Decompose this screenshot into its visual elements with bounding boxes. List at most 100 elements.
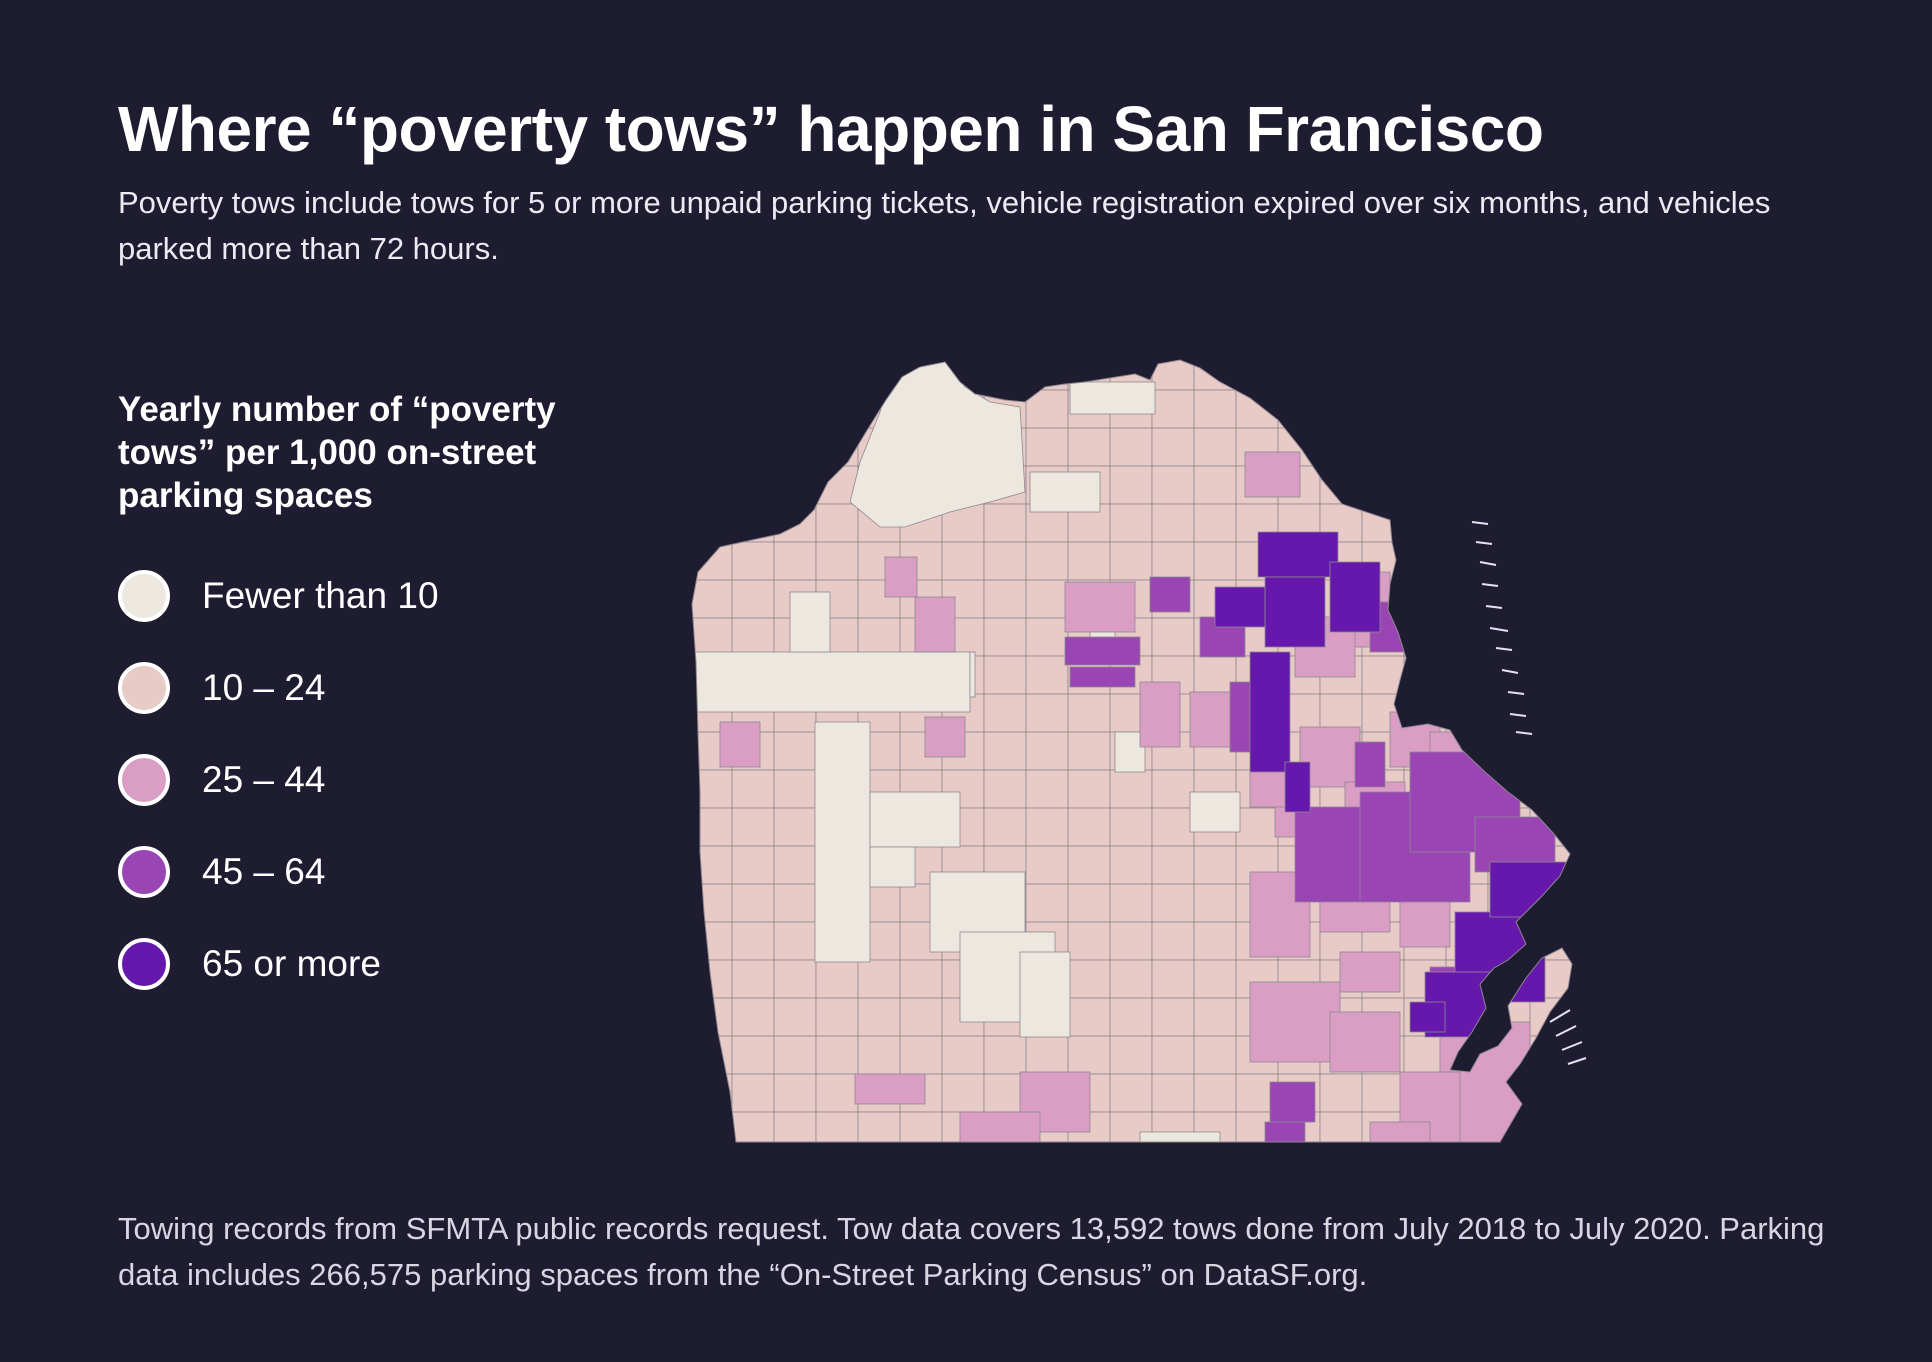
census-tract [1277,360,1321,391]
census-tract [857,1111,901,1142]
census-tract [1319,1073,1363,1113]
census-tract [1529,1035,1572,1075]
census-tract [1067,427,1111,467]
census-tract [1403,541,1447,581]
census-tract [692,651,971,713]
census-tract [773,427,817,467]
city-outline [691,359,1573,1143]
census-tract [1571,1035,1572,1075]
census-tract [984,1150,1026,1162]
census-tract [1487,731,1531,771]
census-tract [1354,741,1386,788]
legend-label: 45 – 64 [202,851,326,892]
legend-item-10-24: 10 – 24 [118,642,439,734]
census-tract [1151,1073,1195,1113]
pier [1475,541,1493,545]
census-tract [1529,503,1572,543]
census-tract [773,845,817,885]
pier [1471,521,1489,525]
legend: Fewer than 10 10 – 24 25 – 44 45 – 64 65… [118,550,439,1010]
census-tract [773,731,817,771]
census-tract [857,360,901,391]
census-tract [1572,1150,1614,1162]
census-tract [719,721,761,768]
census-tract [1403,579,1447,619]
census-tract [1152,1150,1194,1162]
census-tract [1361,1073,1405,1113]
census-tract [858,1150,900,1162]
census-tract [1149,576,1191,613]
census-tract [1571,427,1572,467]
census-tract [1151,1035,1195,1075]
census-tract [899,997,943,1037]
census-tract [692,503,733,543]
census-tract [731,807,775,847]
census-tract [1109,465,1153,505]
census-tract [774,1150,816,1162]
census-tract [1109,959,1153,999]
census-tract [1571,731,1572,771]
pier [1549,1009,1571,1023]
census-tract [773,1111,817,1142]
census-tract [1109,845,1153,885]
census-tract [899,1111,943,1142]
census-tract [1445,389,1489,429]
census-tract [732,1150,774,1162]
census-tract [869,791,961,848]
census-tract [1025,769,1069,809]
census-tract [1571,769,1572,809]
census-tract [815,1111,859,1142]
census-tract [1214,586,1266,628]
census-tract [1571,1111,1572,1142]
census-tract [815,1035,859,1075]
census-tract [941,1035,985,1075]
census-tract [983,617,1027,657]
census-tract [1151,769,1195,809]
census-tract [1403,427,1447,467]
legend-item-45-64: 45 – 64 [118,826,439,918]
census-tract [731,360,775,391]
census-tract [969,651,976,698]
census-tract [1571,997,1572,1037]
legend-swatch [118,662,170,714]
census-tract [1571,845,1572,885]
census-tract [773,465,817,505]
pier [1501,669,1519,674]
census-tract [1530,1150,1572,1162]
census-tract [1151,997,1195,1037]
census-tract [983,769,1027,809]
census-tract [1403,389,1447,429]
census-tract [773,769,817,809]
census-tract [1445,360,1489,391]
census-tract [1319,389,1363,429]
census-tract [1067,921,1111,961]
census-tract [1193,360,1237,391]
census-tract [1109,997,1153,1037]
census-tract [815,1073,859,1113]
census-tract [1193,465,1237,505]
census-tract [1151,617,1195,657]
census-tract [1068,1150,1110,1162]
census-tract [983,655,1027,695]
census-tract [1025,427,1069,467]
census-tract [924,716,966,758]
census-tract [692,807,733,847]
census-tract [1403,617,1447,657]
census-tract [1489,861,1571,918]
census-tract [690,1150,732,1162]
census-tract [1571,579,1572,619]
census-tract [1151,427,1195,467]
pier [1479,561,1497,566]
census-tract [1445,579,1489,619]
pier [1567,1057,1587,1065]
census-tract [1445,427,1489,467]
pier [1481,583,1499,587]
census-tract [815,503,859,543]
census-tract [1025,883,1069,923]
census-tract [959,1111,1041,1142]
pier [1561,1041,1583,1051]
census-tract [1571,389,1572,429]
census-tract [1109,1073,1153,1113]
census-tract [1529,769,1572,809]
census-tract [1487,427,1531,467]
